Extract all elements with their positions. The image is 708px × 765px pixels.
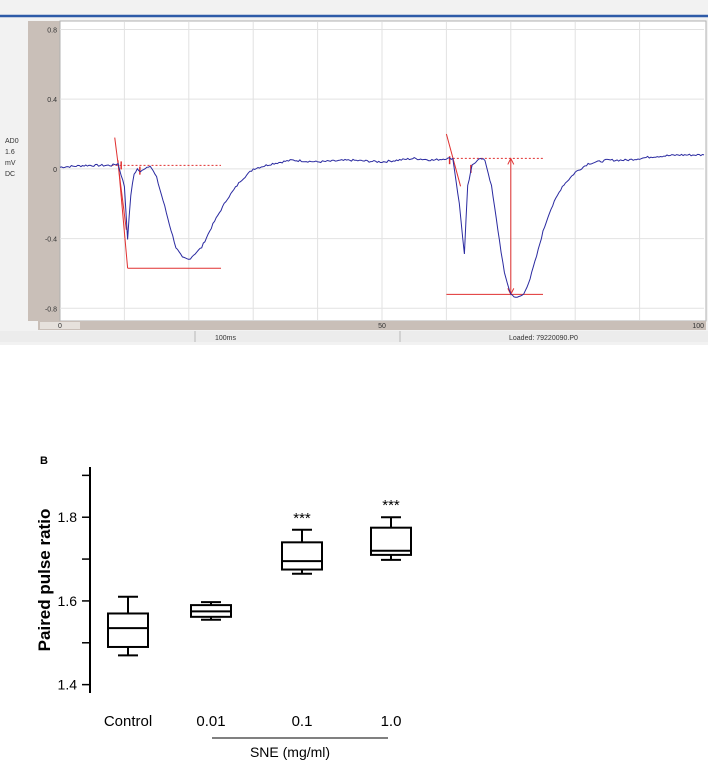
horizontal-gridlines bbox=[60, 28, 704, 309]
category-label: 0.1 bbox=[292, 713, 313, 730]
category-label: 1.0 bbox=[381, 713, 402, 730]
y-axis-title: Paired pulse ratio bbox=[35, 509, 54, 652]
measurement-annotations bbox=[111, 133, 543, 296]
x-tick-label: 50 bbox=[378, 323, 386, 330]
category-label: Control bbox=[104, 713, 152, 730]
x-axis-categories: Control 0.01 0.1 1.0 bbox=[104, 713, 402, 730]
y-axis-ticks: 1.4 1.6 1.8 bbox=[58, 474, 90, 693]
status-duration: 100ms bbox=[215, 335, 237, 342]
x-scroll-strip[interactable] bbox=[38, 321, 706, 330]
arrow-head-up bbox=[507, 157, 515, 165]
slope-marker-1 bbox=[114, 137, 127, 230]
channel-label: AD0 1.6 mV DC bbox=[5, 138, 19, 178]
category-label: 0.01 bbox=[196, 713, 225, 730]
x-axis-ticks: 0 50 100 bbox=[58, 323, 704, 330]
y-tick-label: 0.8 bbox=[47, 27, 57, 34]
x-tick-label: 100 bbox=[692, 323, 704, 330]
y-tick-label: 0.4 bbox=[47, 97, 57, 104]
y-tick-label: 1.8 bbox=[58, 509, 78, 525]
y-tick-label: 1.6 bbox=[58, 593, 78, 609]
channel-label-line: DC bbox=[5, 171, 15, 178]
y-axis-ticks: 0.8 0.4 0 -0.4 -0.8 bbox=[45, 27, 57, 313]
channel-label-line: mV bbox=[5, 160, 16, 167]
channel-label-line: 1.6 bbox=[5, 149, 15, 156]
significance-marker: *** bbox=[293, 510, 311, 527]
y-scroll-strip bbox=[28, 21, 60, 321]
significance-marker: *** bbox=[382, 497, 400, 514]
box-iqr bbox=[281, 541, 323, 571]
channel-label-line: AD0 bbox=[5, 138, 19, 145]
y-tick-label: -0.8 bbox=[45, 306, 57, 313]
panel-b-label: B bbox=[40, 455, 48, 467]
voltage-trace-series bbox=[59, 153, 705, 298]
box-0 bbox=[107, 595, 149, 657]
box-2: *** bbox=[281, 510, 323, 575]
box-3: *** bbox=[370, 497, 412, 561]
x-scroll-thumb[interactable] bbox=[40, 322, 80, 329]
x-tick-label: 0 bbox=[58, 323, 62, 330]
group-label: SNE (mg/ml) bbox=[250, 744, 330, 760]
box-iqr bbox=[107, 612, 149, 648]
plot-area bbox=[59, 20, 707, 322]
y-tick-label: 0 bbox=[53, 167, 57, 174]
box-series: *** *** bbox=[107, 497, 412, 657]
status-filename: Loaded: 79220090.P0 bbox=[509, 335, 578, 342]
paired-pulse-boxplot: 1.4 1.6 1.8 Paired pulse ratio *** *** Cont… bbox=[35, 467, 412, 760]
box-1 bbox=[190, 601, 232, 621]
y-tick-label: -0.4 bbox=[45, 237, 57, 244]
status-bar bbox=[0, 331, 708, 342]
y-tick-label: 1.4 bbox=[58, 677, 78, 693]
